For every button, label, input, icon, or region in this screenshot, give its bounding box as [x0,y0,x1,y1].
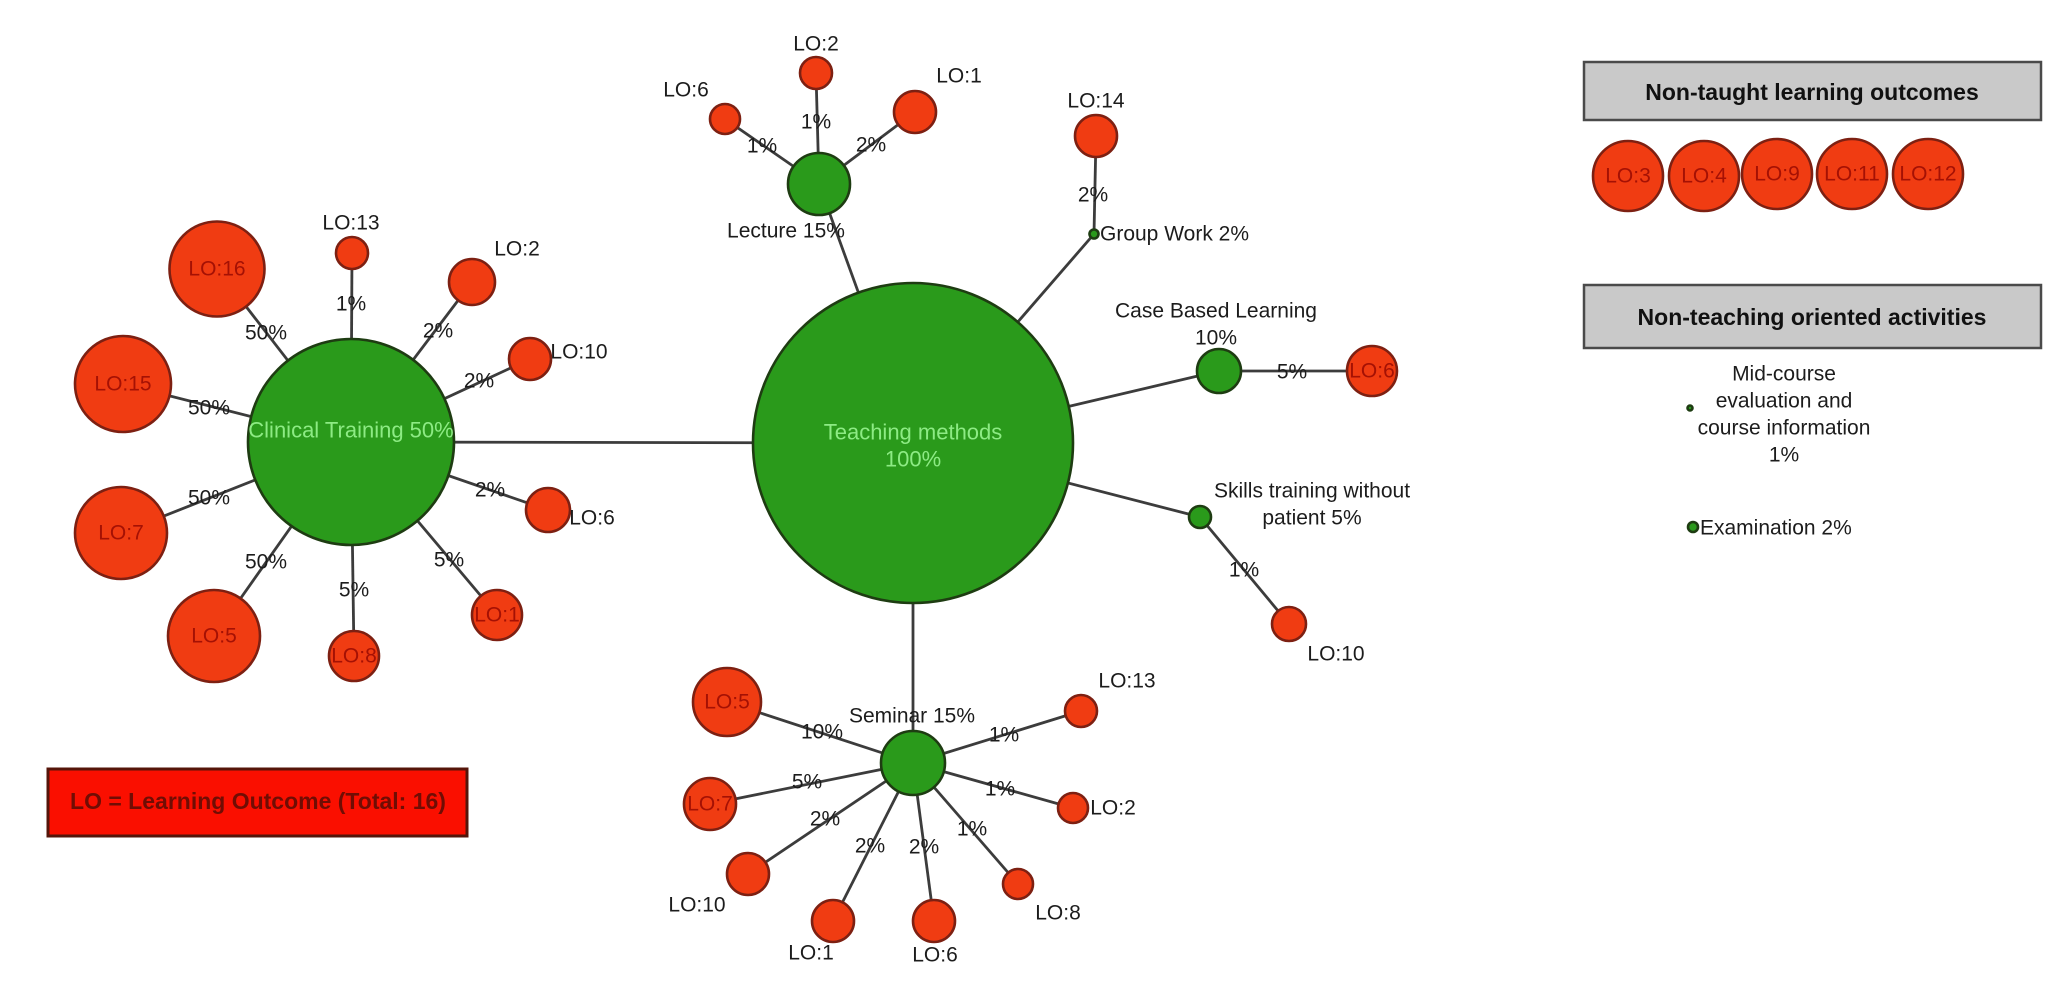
svg-text:1%: 1% [989,724,1019,747]
svg-text:LO:2: LO:2 [793,33,839,56]
svg-text:Seminar 15%: Seminar 15% [849,705,975,728]
svg-text:LO:10: LO:10 [1307,643,1364,666]
svg-text:LO:13: LO:13 [1098,670,1155,693]
svg-text:5%: 5% [434,549,464,572]
svg-text:Case Based Learning: Case Based Learning [1115,300,1317,323]
svg-text:LO:1: LO:1 [788,942,834,965]
svg-text:10%: 10% [1195,327,1237,350]
svg-text:1%: 1% [985,778,1015,801]
svg-text:evaluation and: evaluation and [1716,390,1853,413]
svg-text:LO:3: LO:3 [1605,165,1651,188]
svg-text:LO:5: LO:5 [704,691,750,714]
svg-text:LO = Learning Outcome (Total:: LO = Learning Outcome (Total: 16) [70,788,446,814]
svg-text:2%: 2% [423,320,453,343]
svg-text:LO:2: LO:2 [1090,797,1136,820]
svg-text:LO:6: LO:6 [663,79,709,102]
svg-text:2%: 2% [856,134,886,157]
svg-text:5%: 5% [792,771,822,794]
svg-text:5%: 5% [339,579,369,602]
svg-text:Skills training without: Skills training without [1214,480,1410,503]
svg-text:LO:6: LO:6 [912,944,958,967]
svg-text:LO:4: LO:4 [1681,165,1727,188]
svg-text:Examination 2%: Examination 2% [1700,517,1852,540]
svg-text:LO:5: LO:5 [191,625,237,648]
svg-text:50%: 50% [188,487,230,510]
svg-text:2%: 2% [810,808,840,831]
svg-text:Group Work 2%: Group Work 2% [1100,223,1249,246]
svg-text:LO:10: LO:10 [550,341,607,364]
svg-text:LO:16: LO:16 [188,258,245,281]
svg-text:LO:7: LO:7 [98,522,144,545]
svg-text:2%: 2% [475,479,505,502]
svg-text:Non-taught learning outcomes: Non-taught learning outcomes [1645,79,1979,105]
svg-text:LO:10: LO:10 [668,894,725,917]
svg-text:Lecture 15%: Lecture 15% [727,220,845,243]
svg-text:100%: 100% [885,447,941,472]
svg-text:LO:8: LO:8 [1035,902,1081,925]
svg-text:Clinical Training 50%: Clinical Training 50% [248,418,453,443]
svg-text:1%: 1% [747,135,777,158]
svg-text:Mid-course: Mid-course [1732,363,1836,386]
svg-text:Teaching methods: Teaching methods [824,420,1003,445]
svg-text:course information: course information [1698,417,1871,440]
svg-text:LO:1: LO:1 [474,604,520,627]
svg-text:LO:12: LO:12 [1899,163,1956,186]
svg-text:LO:2: LO:2 [494,238,540,261]
svg-text:1%: 1% [336,293,366,316]
svg-text:50%: 50% [245,322,287,345]
svg-text:1%: 1% [1769,444,1799,467]
svg-text:1%: 1% [801,111,831,134]
svg-text:LO:7: LO:7 [687,793,733,816]
svg-text:2%: 2% [855,835,885,858]
svg-text:5%: 5% [1277,361,1307,384]
svg-text:LO:9: LO:9 [1754,163,1800,186]
svg-text:patient 5%: patient 5% [1262,507,1361,530]
svg-text:1%: 1% [1229,559,1259,582]
svg-text:50%: 50% [245,551,287,574]
svg-text:2%: 2% [1078,184,1108,207]
svg-text:LO:13: LO:13 [322,212,379,235]
svg-text:50%: 50% [188,397,230,420]
svg-text:2%: 2% [909,836,939,859]
svg-text:LO:6: LO:6 [569,507,615,530]
svg-text:1%: 1% [957,818,987,841]
svg-text:10%: 10% [801,721,843,744]
svg-text:Non-teaching oriented activiti: Non-teaching oriented activities [1638,304,1987,330]
svg-text:LO:1: LO:1 [936,65,982,88]
svg-text:LO:6: LO:6 [1349,360,1395,383]
svg-text:LO:14: LO:14 [1067,90,1125,113]
svg-text:LO:8: LO:8 [331,645,377,668]
svg-text:LO:11: LO:11 [1824,163,1880,186]
svg-text:2%: 2% [464,370,494,393]
svg-text:LO:15: LO:15 [94,373,151,396]
